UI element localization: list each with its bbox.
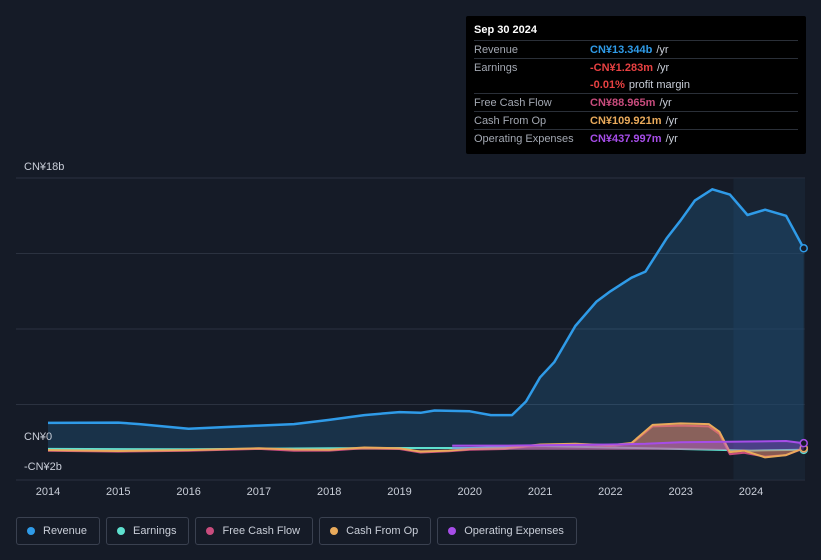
x-tick-label: 2018 (317, 486, 341, 498)
x-tick-label: 2023 (668, 486, 692, 498)
x-tick-label: 2016 (176, 486, 200, 498)
tooltip-row: Cash From Op CN¥109.921m/yr (474, 111, 798, 129)
tooltip-row-unit: /yr (656, 43, 669, 56)
tooltip-row-value: CN¥109.921m (590, 114, 662, 127)
legend-label: Earnings (133, 525, 177, 537)
tooltip-row-label: Cash From Op (474, 114, 547, 127)
tooltip-row-unit: profit margin (628, 78, 690, 91)
tooltip-row-label: Revenue (474, 43, 519, 56)
x-tick-label: 2024 (739, 486, 763, 498)
y-axis-top-label: CN¥18b (24, 161, 64, 173)
legend-dot-icon (448, 527, 457, 535)
operating-expenses-end-marker (799, 438, 808, 448)
y-axis-zero-label: CN¥0 (24, 431, 52, 443)
legend-label: Cash From Op (346, 525, 419, 537)
legend-item-earnings[interactable]: Earnings (106, 517, 190, 545)
y-axis-bottom-label: -CN¥2b (24, 461, 62, 473)
tooltip-row-value: -CN¥1.283m (590, 61, 653, 74)
tooltip-row-value: CN¥437.997m (590, 132, 662, 145)
x-tick-label: 2021 (528, 486, 552, 498)
operating-expenses-line (452, 440, 804, 447)
axis-labels: CN¥18b CN¥0 -CN¥2b (24, 161, 64, 473)
tooltip-row: Operating Expenses CN¥437.997m/yr (474, 129, 798, 147)
tooltip-row-value: CN¥88.965m (590, 96, 656, 109)
legend-item-revenue[interactable]: Revenue (16, 517, 101, 545)
x-tick-label: 2020 (458, 486, 482, 498)
tooltip-row-unit: /yr (665, 114, 678, 127)
legend-label: Operating Expenses (464, 525, 564, 537)
x-tick-label: 2015 (106, 486, 130, 498)
tooltip-row-label: Operating Expenses (474, 132, 574, 145)
legend-dot-icon (117, 527, 126, 535)
operating-expenses-area (452, 441, 804, 450)
legend-label: Free Cash Flow (222, 525, 301, 537)
x-tick-label: 2017 (247, 486, 271, 498)
tooltip-row-unit: /yr (665, 132, 678, 145)
legend: Revenue Earnings Free Cash Flow Cash From O… (16, 517, 577, 545)
x-tick-label: 2014 (36, 486, 60, 498)
tooltip-row: Free Cash Flow CN¥88.965m/yr (474, 93, 798, 111)
legend-label: Revenue (43, 525, 88, 537)
x-tick-label: 2022 (598, 486, 622, 498)
tooltip-row: Earnings -CN¥1.283m/yr (474, 58, 798, 76)
free-cash-flow-area (48, 425, 804, 457)
tooltip-row-label: Free Cash Flow (474, 96, 552, 109)
x-tick-label: 2019 (387, 486, 411, 498)
revenue-line (47, 188, 805, 430)
tooltip-row: -0.01% profit margin (474, 76, 798, 93)
legend-item-free-cash-flow[interactable]: Free Cash Flow (195, 517, 314, 545)
tooltip-row: Revenue CN¥13.344b/yr (474, 40, 798, 58)
legend-dot-icon (206, 527, 215, 535)
legend-item-operating-expenses[interactable]: Operating Expenses (437, 517, 577, 545)
tooltip-row-unit: /yr (659, 96, 672, 109)
tooltip-date: Sep 30 2024 (474, 24, 537, 36)
revenue-end-marker (799, 244, 808, 253)
series-group (47, 188, 808, 459)
revenue-area (48, 189, 804, 450)
tooltip-row-value: CN¥13.344b (590, 43, 653, 56)
tooltip: Sep 30 2024 Revenue CN¥13.344b/yr Earnings… (466, 16, 806, 154)
tooltip-row-label: Earnings (474, 61, 518, 74)
tooltip-row-unit: /yr (656, 61, 670, 74)
x-axis-ticks: 2014 2015 2016 2017 2018 2019 2020 2021 2022 2023… (36, 486, 763, 498)
legend-dot-icon (27, 527, 35, 535)
grid-lines (16, 177, 805, 481)
legend-dot-icon (330, 527, 339, 535)
tooltip-row-value: -0.01% (590, 78, 625, 91)
legend-item-cash-from-op[interactable]: Cash From Op (319, 517, 432, 545)
